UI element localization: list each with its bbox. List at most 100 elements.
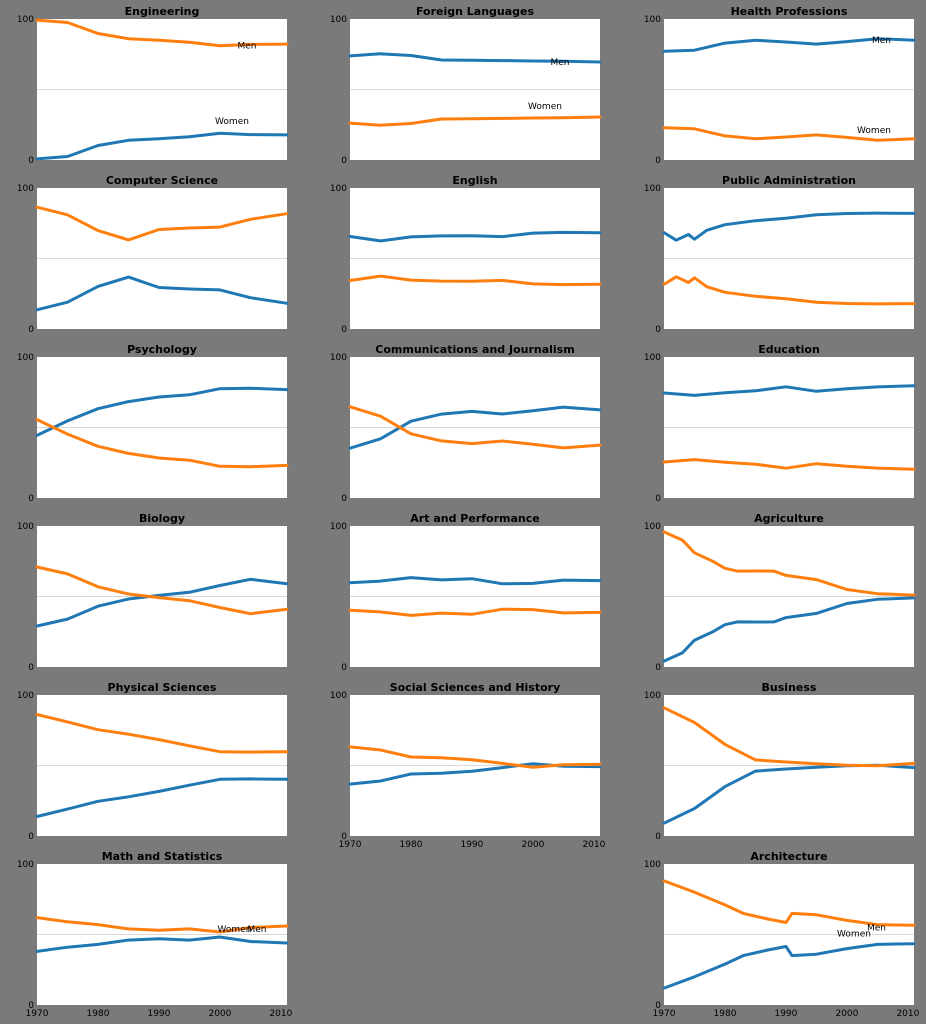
panel-physical-sciences: Physical Sciences 0 100 [17, 681, 289, 842]
y-tick-label: 100 [644, 353, 661, 363]
y-tick-label: 0 [28, 325, 34, 335]
y-tick-label: 100 [17, 353, 34, 363]
y-tick-label: 0 [341, 832, 347, 842]
series-line-men [348, 745, 602, 769]
x-tick-label: 1970 [26, 1009, 49, 1019]
series-label: Men [550, 58, 569, 68]
series-label: Women [528, 102, 562, 112]
y-tick-label: 0 [28, 663, 34, 673]
series-line-women [348, 405, 602, 450]
y-tick-label: 0 [655, 494, 661, 504]
x-tick-label: 2000 [521, 840, 544, 850]
panel-title: English [452, 174, 497, 187]
series-line-men [35, 18, 289, 48]
x-tick-label: 2010 [896, 1009, 919, 1019]
series-line-women [662, 211, 916, 242]
series-line-women [35, 275, 289, 312]
panel-title: Health Professions [731, 5, 848, 18]
series-line-men [35, 916, 289, 934]
series-line-women [35, 935, 289, 953]
panel-math-and-statistics: Math and Statistics 0 100 1970 1980 1990 2000 2… [17, 850, 293, 1019]
series-label: Women [215, 117, 249, 127]
panel-public-administration: Public Administration 0 100 [644, 174, 916, 335]
series-line-men [348, 115, 602, 127]
x-tick-label: 1980 [400, 840, 423, 850]
panel-title: Social Sciences and History [390, 681, 561, 694]
panel-title: Psychology [127, 343, 197, 356]
panel-title: Agriculture [754, 512, 824, 525]
x-tick-label: 1980 [87, 1009, 110, 1019]
series-line-women [348, 52, 602, 64]
panel-foreign-languages: Foreign Languages 0 100 Men Women [330, 5, 602, 166]
y-tick-label: 0 [655, 156, 661, 166]
x-tick-label: 1970 [653, 1009, 676, 1019]
y-tick-label: 0 [341, 494, 347, 504]
y-tick-label: 0 [341, 325, 347, 335]
series-line-men [35, 713, 289, 754]
series-line-women [35, 131, 289, 161]
y-tick-label: 0 [28, 832, 34, 842]
panel-social-sciences-and-history: Social Sciences and History 0 100 1970 1980 1… [330, 681, 606, 850]
x-tick-label: 2010 [582, 840, 605, 850]
series-label: Men [872, 36, 891, 46]
series-line-men [662, 879, 916, 927]
y-tick-label: 100 [17, 691, 34, 701]
x-tick-label: 1980 [714, 1009, 737, 1019]
y-tick-label: 0 [655, 1001, 661, 1011]
y-tick-label: 100 [17, 15, 34, 25]
y-tick-label: 100 [330, 15, 347, 25]
series-label: Men [247, 925, 266, 935]
y-tick-label: 0 [28, 1001, 34, 1011]
series-line-men [662, 706, 916, 768]
panel-title: Education [758, 343, 820, 356]
panel-title: Engineering [125, 5, 200, 18]
panel-business: Business 0 100 [644, 681, 916, 842]
panel-health-professions: Health Professions 0 100 Men Women [644, 5, 916, 166]
series-label: Men [867, 924, 886, 934]
y-tick-label: 100 [330, 353, 347, 363]
y-tick-label: 100 [330, 522, 347, 532]
series-line-men [348, 405, 602, 450]
panel-communications-and-journalism: Communications and Journalism 0 100 [330, 343, 602, 504]
series-line-women [35, 577, 289, 628]
panel-title: Business [762, 681, 817, 694]
panel-biology: Biology 0 100 [17, 512, 289, 673]
y-tick-label: 100 [644, 184, 661, 194]
y-tick-label: 0 [341, 663, 347, 673]
series-line-women [35, 386, 289, 437]
panel-education: Education 0 100 [644, 343, 916, 504]
series-line-men [662, 458, 916, 471]
y-tick-label: 100 [644, 860, 661, 870]
y-tick-label: 100 [17, 860, 34, 870]
series-line-men [662, 530, 916, 597]
series-line-women [35, 777, 289, 818]
x-tick-label: 2000 [835, 1009, 858, 1019]
panel-title: Physical Sciences [108, 681, 217, 694]
panel-title: Biology [139, 512, 185, 525]
y-tick-label: 0 [655, 663, 661, 673]
y-tick-label: 0 [28, 494, 34, 504]
y-tick-label: 100 [644, 522, 661, 532]
x-tick-label: 1990 [147, 1009, 170, 1019]
y-tick-label: 0 [341, 156, 347, 166]
series-line-men [35, 418, 289, 469]
series-line-men [348, 274, 602, 287]
panel-title: Art and Performance [410, 512, 539, 525]
y-tick-label: 0 [28, 156, 34, 166]
panel-psychology: Psychology 0 100 [17, 343, 289, 504]
x-tick-label: 1990 [460, 840, 483, 850]
y-tick-label: 0 [655, 832, 661, 842]
y-tick-label: 0 [655, 325, 661, 335]
series-line-women [348, 230, 602, 243]
panel-title: Computer Science [106, 174, 218, 187]
x-tick-label: 1970 [339, 840, 362, 850]
y-tick-label: 100 [644, 691, 661, 701]
panel-title: Public Administration [722, 174, 856, 187]
series-label: Women [218, 925, 252, 935]
series-line-women [662, 596, 916, 663]
panel-art-and-performance: Art and Performance 0 100 [330, 512, 602, 673]
y-tick-label: 100 [644, 15, 661, 25]
series-label: Women [837, 930, 871, 940]
y-tick-label: 100 [17, 522, 34, 532]
x-tick-label: 1990 [774, 1009, 797, 1019]
